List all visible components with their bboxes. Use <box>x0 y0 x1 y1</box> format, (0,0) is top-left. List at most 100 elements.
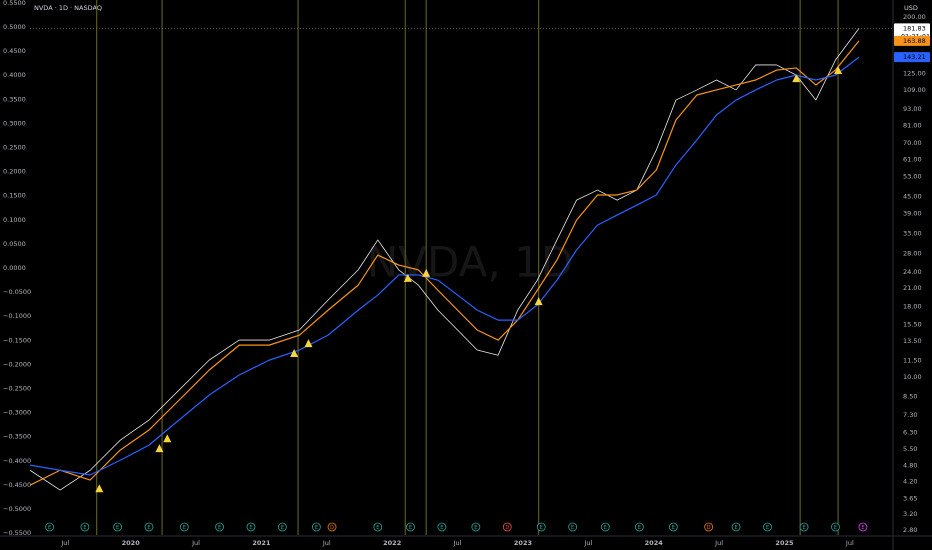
y-tick-label: 0.2500 <box>3 143 26 151</box>
series-last-value: 163.88 <box>903 37 926 45</box>
event-label: D <box>707 525 711 531</box>
y2-tick-label: 81.00 <box>903 122 922 130</box>
y2-tick-label: 8.50 <box>903 393 917 401</box>
event-label: E <box>766 525 769 531</box>
x-tick-label: Jul <box>453 539 462 547</box>
event-label: E <box>540 525 543 531</box>
event-badge <box>327 522 337 532</box>
y-tick-label: 0.3000 <box>3 119 26 127</box>
event-label: E <box>281 525 284 531</box>
event-label: E <box>83 525 86 531</box>
event-label: E <box>147 525 150 531</box>
y-tick-label: 0.3500 <box>3 95 26 103</box>
signal-marker <box>792 74 801 83</box>
y2-tick-label: 2.80 <box>903 526 917 534</box>
y-tick-label: 0.5500 <box>3 0 26 7</box>
event-label: E <box>315 525 318 531</box>
y-tick-label: −0.1500 <box>3 336 31 344</box>
x-tick-label: Jul <box>191 539 200 547</box>
y-tick-label: 0.4000 <box>3 71 26 79</box>
currency: USD <box>904 4 918 12</box>
x-tick-label: Jul <box>60 539 69 547</box>
event-badge <box>215 522 224 532</box>
y2-tick-label: 93.00 <box>903 105 922 113</box>
signal-marker <box>834 66 843 75</box>
y-tick-label: −0.2000 <box>3 360 31 368</box>
event-label: E <box>571 525 574 531</box>
x-tick-label: 2021 <box>252 539 271 547</box>
event-label: E <box>116 525 119 531</box>
event-label: E <box>218 525 221 531</box>
signal-marker <box>534 297 543 306</box>
event-badge <box>704 522 714 532</box>
event-badge <box>600 522 610 532</box>
event-badge <box>536 522 546 532</box>
signal-marker <box>163 434 172 443</box>
y-tick-label: −0.2500 <box>3 384 31 392</box>
x-tick-label: 2024 <box>645 539 664 547</box>
y-tick-label: 0.4500 <box>3 47 26 55</box>
event-label: E <box>604 525 607 531</box>
y2-tick-label: 28.00 <box>903 249 922 257</box>
y-tick-label: 0.1500 <box>3 192 26 200</box>
event-badge <box>113 522 123 532</box>
x-tick-label: Jul <box>322 539 331 547</box>
event-badge <box>246 522 256 532</box>
event-badge <box>406 522 415 532</box>
y-tick-label: −0.3000 <box>3 409 31 417</box>
x-tick-label: Jul <box>845 539 854 547</box>
event-badge <box>179 522 189 532</box>
event-label: E <box>440 525 443 531</box>
signal-marker <box>290 349 299 358</box>
event-badge <box>858 522 868 532</box>
event-badge <box>763 522 772 532</box>
y2-tick-label: 11.50 <box>903 356 922 364</box>
event-label: E <box>376 525 379 531</box>
event-label: E <box>861 525 864 531</box>
y2-tick-label: 125.00 <box>903 69 926 77</box>
series-price-tag <box>894 52 930 63</box>
series-line <box>29 40 860 486</box>
signal-marker <box>155 444 164 453</box>
series-price-tag <box>894 35 930 46</box>
event-label: E <box>474 525 477 531</box>
x-tick-label: Jul <box>714 539 723 547</box>
y2-tick-label: 24.00 <box>903 268 922 276</box>
watermark: NVDA, 1D <box>367 238 573 287</box>
y-tick-label: −0.3500 <box>3 433 31 441</box>
y-tick-label: 0.5000 <box>3 23 26 31</box>
y2-tick-label: 53.00 <box>903 173 922 181</box>
event-badge <box>799 522 809 532</box>
y-tick-label: 0.1000 <box>3 216 26 224</box>
event-label: E <box>183 525 186 531</box>
y2-tick-label: 70.00 <box>903 139 922 147</box>
event-label: E <box>409 525 412 531</box>
y-tick-label: −0.4500 <box>3 481 31 489</box>
event-label: E <box>834 525 837 531</box>
y-tick-label: −0.1000 <box>3 312 31 320</box>
event-badge <box>45 522 55 532</box>
x-tick-label: 2025 <box>775 539 794 547</box>
event-badge <box>277 522 287 532</box>
y2-tick-label: 21.00 <box>903 284 922 292</box>
series-line <box>29 56 860 476</box>
y2-tick-label: 200.00 <box>903 13 926 21</box>
x-tick-label: 2022 <box>383 539 401 547</box>
series-last-value: 143.21 <box>903 53 926 61</box>
event-badge <box>731 522 741 532</box>
event-badge <box>144 522 154 532</box>
event-badge <box>568 522 578 532</box>
event-label: E <box>735 525 738 531</box>
y2-tick-label: 15.50 <box>903 320 922 328</box>
y-tick-label: −0.0500 <box>3 288 31 296</box>
signal-marker <box>95 484 104 493</box>
y2-tick-label: 10.00 <box>903 373 922 381</box>
y2-tick-label: 39.00 <box>903 210 922 218</box>
y2-tick-label: 4.20 <box>903 477 917 485</box>
event-badge <box>80 522 90 532</box>
event-badge <box>668 522 678 532</box>
event-label: E <box>249 525 252 531</box>
y2-tick-label: 33.00 <box>903 230 922 238</box>
